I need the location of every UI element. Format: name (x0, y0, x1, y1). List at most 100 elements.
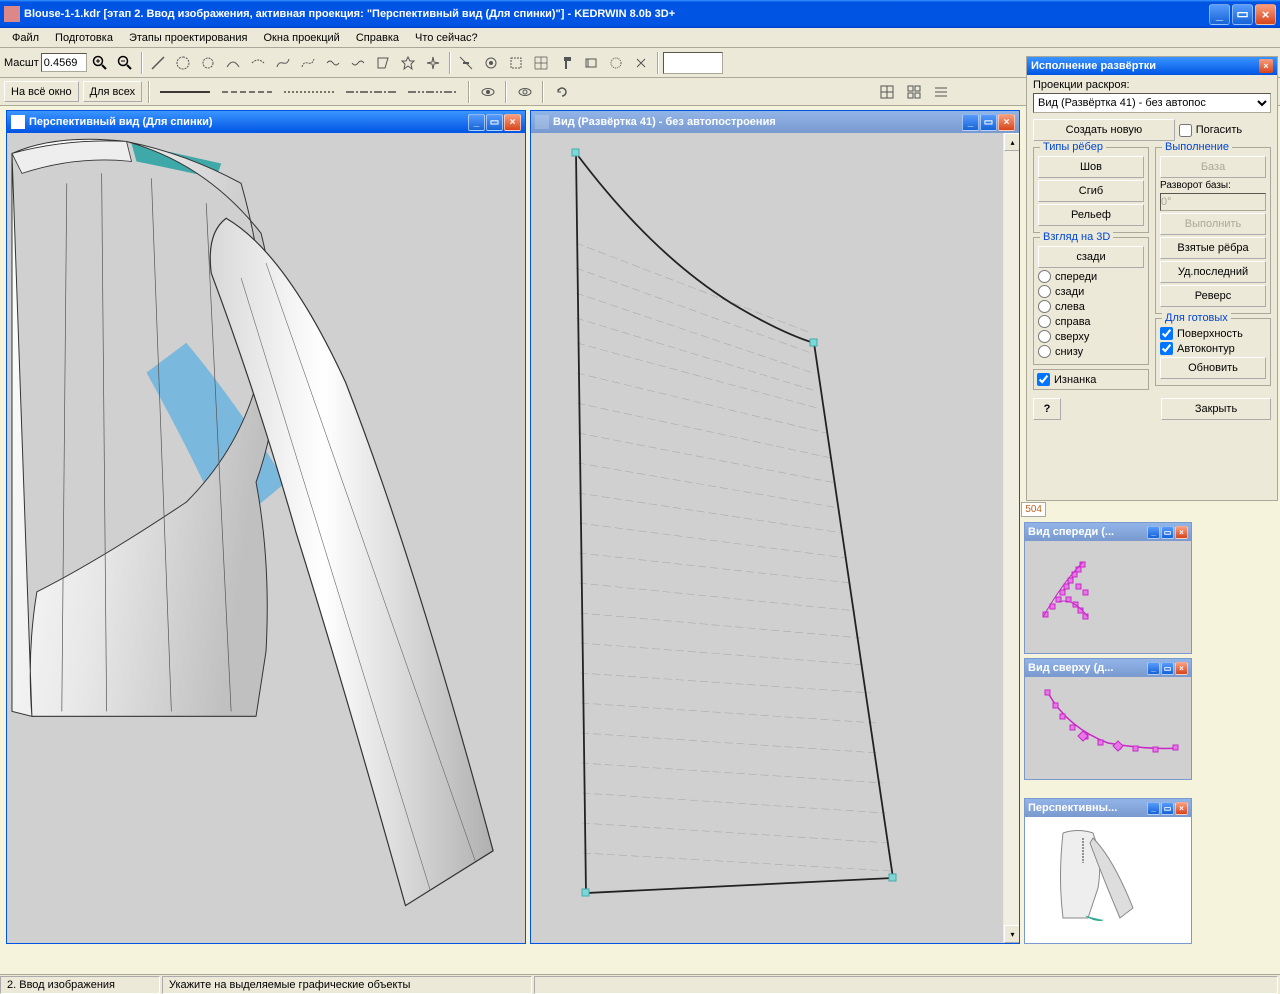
win-close-button[interactable]: × (504, 114, 521, 131)
thumb-max-button[interactable]: ▭ (1161, 662, 1174, 675)
thumb-persp-viewport[interactable] (1025, 817, 1191, 943)
eye1-icon[interactable] (476, 80, 499, 103)
tool-wave1-icon[interactable] (322, 51, 345, 74)
linestyle-solid[interactable] (156, 84, 214, 100)
tool-gear1-icon[interactable] (480, 51, 503, 74)
reverse-button[interactable]: Реверс (1160, 285, 1266, 307)
thumb-close-button[interactable]: × (1175, 802, 1188, 815)
panel-close-button[interactable]: × (1259, 59, 1273, 73)
linestyle-dotted[interactable] (280, 84, 338, 100)
radio-bottom[interactable] (1038, 345, 1051, 358)
unfold-panel-titlebar[interactable]: Исполнение развёртки × (1027, 57, 1277, 75)
fit-window-button[interactable]: На всё окно (4, 81, 79, 102)
menu-file[interactable]: Файл (4, 30, 47, 46)
proj-select[interactable]: Вид (Развёртка 41) - без автопос (1033, 93, 1271, 113)
thumb-min-button[interactable]: _ (1147, 526, 1160, 539)
radio-top[interactable] (1038, 330, 1051, 343)
thumb-front-titlebar[interactable]: Вид спереди (... _▭× (1025, 523, 1191, 541)
grid-tool3-icon[interactable] (929, 80, 952, 103)
tool-wave2-icon[interactable] (347, 51, 370, 74)
help-button[interactable]: ? (1033, 398, 1061, 420)
tool-arc1-icon[interactable] (222, 51, 245, 74)
autocontour-checkbox[interactable] (1160, 342, 1173, 355)
tool-mesh-icon[interactable] (530, 51, 553, 74)
linestyle-dashdotdot[interactable] (404, 84, 462, 100)
scale-input[interactable] (41, 53, 87, 72)
update-button[interactable]: Обновить (1160, 357, 1266, 379)
tool-curve1-icon[interactable] (272, 51, 295, 74)
thumb-top-viewport[interactable] (1025, 677, 1191, 779)
radio-left[interactable] (1038, 300, 1051, 313)
window-icon (11, 115, 25, 129)
menu-whatsnow[interactable]: Что сейчас? (407, 30, 486, 46)
tool-line-icon[interactable] (147, 51, 170, 74)
pattern-window-titlebar[interactable]: Вид (Развёртка 41) - без автопостроения … (531, 111, 1019, 133)
create-new-button[interactable]: Создать новую (1033, 119, 1175, 141)
thumb-persp-titlebar[interactable]: Перспективны... _▭× (1025, 799, 1191, 817)
tool-arc2-icon[interactable] (247, 51, 270, 74)
eye2-icon[interactable] (513, 80, 536, 103)
win-minimize-button[interactable]: _ (962, 114, 979, 131)
thumb-close-button[interactable]: × (1175, 526, 1188, 539)
tool-roll-icon[interactable] (580, 51, 603, 74)
grid-tool1-icon[interactable] (875, 80, 898, 103)
close-button[interactable]: × (1255, 4, 1276, 25)
zoom-in-icon[interactable] (89, 51, 112, 74)
for-all-button[interactable]: Для всех (83, 81, 142, 102)
tool-star1-icon[interactable] (397, 51, 420, 74)
fold-button[interactable]: Сгиб (1038, 180, 1144, 202)
tool-spiral2-icon[interactable] (197, 51, 220, 74)
tool-shape1-icon[interactable] (372, 51, 395, 74)
tool-star2-icon[interactable] (422, 51, 445, 74)
tool-gear2-icon[interactable] (505, 51, 528, 74)
radio-front[interactable] (1038, 270, 1051, 283)
zoom-out-icon[interactable] (114, 51, 137, 74)
refresh-icon[interactable] (550, 80, 573, 103)
thumb-front-viewport[interactable] (1025, 541, 1191, 653)
scrollbar-vertical[interactable] (1003, 133, 1019, 943)
hide-checkbox[interactable] (1179, 124, 1192, 137)
menu-windows[interactable]: Окна проекций (256, 30, 348, 46)
surface-checkbox[interactable] (1160, 327, 1173, 340)
taken-edges-button[interactable]: Взятые рёбра (1160, 237, 1266, 259)
relief-button[interactable]: Рельеф (1038, 204, 1144, 226)
thumb-max-button[interactable]: ▭ (1161, 526, 1174, 539)
unfold-panel: Исполнение развёртки × Проекции раскроя:… (1026, 56, 1278, 501)
base-angle-input[interactable] (1160, 193, 1266, 211)
base-button[interactable]: База (1160, 156, 1266, 178)
win-close-button[interactable]: × (998, 114, 1015, 131)
grid-tool2-icon[interactable] (902, 80, 925, 103)
close-panel-button[interactable]: Закрыть (1161, 398, 1271, 420)
win-minimize-button[interactable]: _ (468, 114, 485, 131)
del-last-button[interactable]: Уд.последний (1160, 261, 1266, 283)
thumb-close-button[interactable]: × (1175, 662, 1188, 675)
thumb-max-button[interactable]: ▭ (1161, 802, 1174, 815)
radio-right[interactable] (1038, 315, 1051, 328)
thumb-top-titlebar[interactable]: Вид сверху (д... _▭× (1025, 659, 1191, 677)
linestyle-dashed[interactable] (218, 84, 276, 100)
win-maximize-button[interactable]: ▭ (980, 114, 997, 131)
menu-stages[interactable]: Этапы проектирования (121, 30, 256, 46)
pattern-viewport[interactable] (531, 133, 1019, 943)
thumb-min-button[interactable]: _ (1147, 802, 1160, 815)
maximize-button[interactable]: ▭ (1232, 4, 1253, 25)
tool-curve2-icon[interactable] (297, 51, 320, 74)
thumb-min-button[interactable]: _ (1147, 662, 1160, 675)
wrong-side-checkbox[interactable] (1037, 373, 1050, 386)
tool-extra2-icon[interactable] (630, 51, 653, 74)
back-button[interactable]: сзади (1038, 246, 1144, 268)
menu-help[interactable]: Справка (348, 30, 407, 46)
linestyle-dashdot[interactable] (342, 84, 400, 100)
tool-hammer-icon[interactable] (555, 51, 578, 74)
tool-cut-icon[interactable] (455, 51, 478, 74)
win-maximize-button[interactable]: ▭ (486, 114, 503, 131)
menu-prep[interactable]: Подготовка (47, 30, 121, 46)
perspective-viewport[interactable] (7, 133, 525, 943)
execute-button[interactable]: Выполнить (1160, 213, 1266, 235)
seam-button[interactable]: Шов (1038, 156, 1144, 178)
radio-back[interactable] (1038, 285, 1051, 298)
tool-spiral1-icon[interactable] (172, 51, 195, 74)
tool-extra1-icon[interactable] (605, 51, 628, 74)
perspective-window-titlebar[interactable]: Перспективный вид (Для спинки) _ ▭ × (7, 111, 525, 133)
minimize-button[interactable]: _ (1209, 4, 1230, 25)
